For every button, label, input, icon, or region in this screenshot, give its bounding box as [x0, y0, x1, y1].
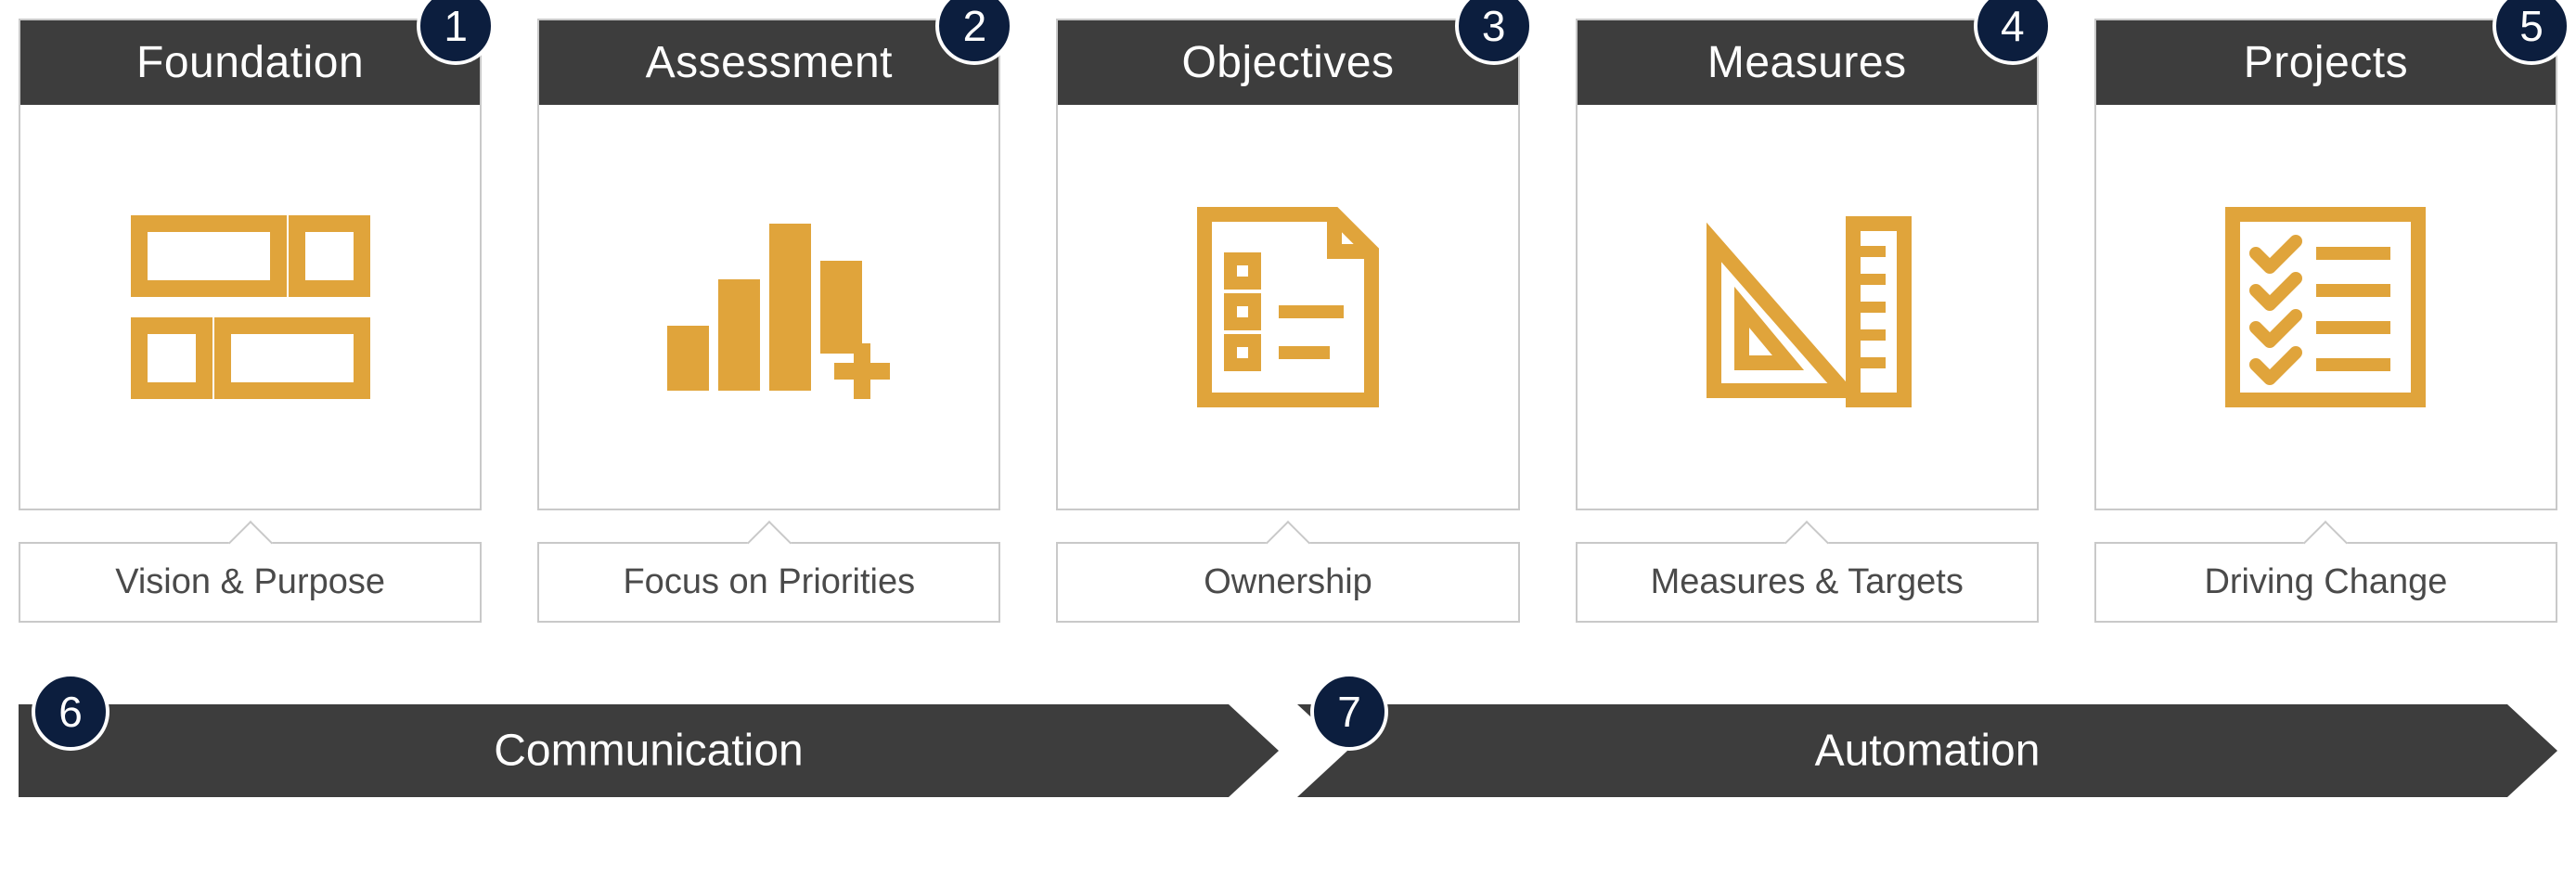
badge-6: 6	[32, 673, 109, 751]
card-measures: 4 Measures	[1576, 19, 2039, 623]
bars-plus-icon	[639, 187, 899, 428]
arrows-svg	[19, 697, 2557, 805]
arrow-label-communication: Communication	[494, 726, 803, 777]
subbox-assessment: Focus on Priorities	[537, 542, 1000, 623]
card-objectives: 3 Objectives	[1056, 19, 1519, 623]
badge-7: 7	[1310, 673, 1388, 751]
subbox-projects: Driving Change	[2094, 542, 2557, 623]
document-icon	[1158, 187, 1418, 428]
card-header-objectives: Objectives	[1058, 20, 1517, 105]
card-header-projects: Projects	[2096, 20, 2556, 105]
card-foundation: 1 Foundation Vision & Purpose	[19, 19, 482, 623]
checklist-icon	[2196, 187, 2455, 428]
card-assessment: 2 Assessment	[537, 19, 1000, 623]
card-header-assessment: Assessment	[539, 20, 998, 105]
subbox-foundation: Vision & Purpose	[19, 542, 482, 623]
card-header-foundation: Foundation	[20, 20, 480, 105]
subbox-measures: Measures & Targets	[1576, 542, 2039, 623]
card-header-measures: Measures	[1578, 20, 2037, 105]
arrow-label-automation: Automation	[1815, 726, 2041, 777]
blocks-icon	[121, 187, 380, 428]
arrows-row: 6 7 Communication Automation	[19, 697, 2557, 808]
subbox-objectives: Ownership	[1056, 542, 1519, 623]
cards-row: 1 Foundation Vision & Purpose	[19, 19, 2557, 623]
ruler-triangle-icon	[1677, 187, 1937, 428]
card-projects: 5 Projects	[2094, 19, 2557, 623]
